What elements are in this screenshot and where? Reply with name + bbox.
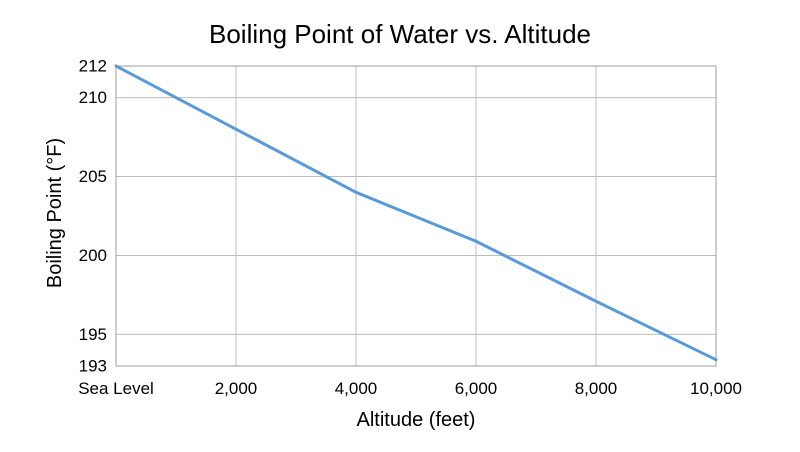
y-tick-label: 210 [79, 88, 107, 107]
x-axis-ticks: Sea Level 2,000 4,000 6,000 8,000 10,000 [78, 379, 742, 398]
x-tick-label: 2,000 [215, 379, 258, 398]
y-tick-label: 205 [79, 167, 107, 186]
x-tick-label: 6,000 [455, 379, 498, 398]
y-tick-label: 193 [79, 357, 107, 376]
series-layer [114, 64, 718, 362]
plot-area-frame [115, 65, 717, 367]
x-tick-label: Sea Level [78, 379, 154, 398]
chart-title: Boiling Point of Water vs. Altitude [209, 19, 591, 49]
y-tick-label: 212 [79, 57, 107, 76]
series-line [114, 64, 718, 362]
x-tick-label: 4,000 [335, 379, 378, 398]
x-tick-label: 8,000 [575, 379, 618, 398]
y-tick-label: 200 [79, 246, 107, 265]
x-tick-label: 10,000 [690, 379, 742, 398]
y-tick-label: 195 [79, 325, 107, 344]
y-axis-label: Boiling Point (°F) [44, 138, 66, 288]
y-axis-ticks: 193 195 200 205 210 212 [79, 57, 107, 376]
x-axis-label: Altitude (feet) [357, 409, 476, 431]
